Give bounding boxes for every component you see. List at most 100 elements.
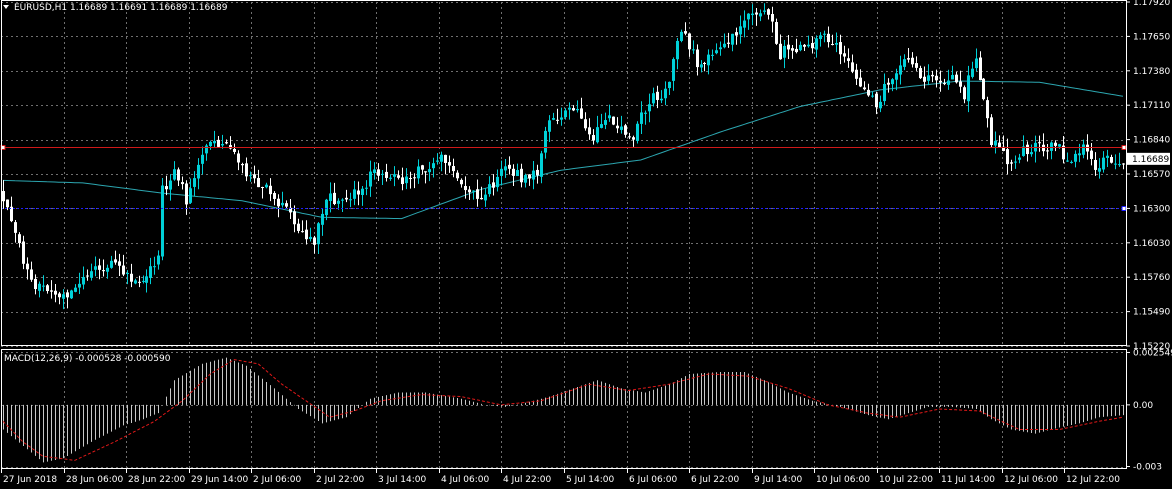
time-tick-label: 6 Jul 06:00 <box>629 475 678 485</box>
candle <box>771 6 774 33</box>
candle-body <box>1002 146 1005 151</box>
candle-body <box>118 261 121 266</box>
time-tick-label: 10 Jul 06:00 <box>816 475 870 485</box>
candle-body <box>660 98 663 101</box>
candle <box>795 38 798 54</box>
candle <box>819 32 822 47</box>
candle-body <box>759 13 762 17</box>
candle-body <box>78 283 81 288</box>
candle-body <box>696 49 699 68</box>
candle <box>600 113 603 129</box>
candle <box>624 123 627 138</box>
candle <box>165 175 168 196</box>
candle-body <box>851 62 854 72</box>
time-tick-label: 29 Jun 14:00 <box>191 475 248 485</box>
candle <box>448 155 451 173</box>
candle <box>951 65 954 80</box>
macd-pane[interactable]: 0.002549 0.00 -0.003 MACD(12,26,9) -0.0005… <box>1 348 1172 473</box>
candle-body <box>508 164 511 169</box>
candle-body <box>1090 150 1093 159</box>
price-pane[interactable]: 1.17920 1.17650 1.17380 1.17110 1.16840 1.165… <box>0 0 1170 352</box>
candle-body <box>1106 155 1109 158</box>
candle-body <box>540 153 543 177</box>
candle-body <box>1058 144 1061 147</box>
candle-body <box>285 203 288 207</box>
candle <box>887 78 890 93</box>
candle-body <box>221 143 224 146</box>
candle <box>1050 141 1053 160</box>
candle <box>536 164 539 184</box>
candle <box>532 160 535 190</box>
candle-body <box>313 237 316 245</box>
candle <box>859 69 862 88</box>
candle <box>281 191 284 208</box>
candle <box>656 85 659 109</box>
candle-body <box>94 266 97 270</box>
candle <box>524 173 527 188</box>
candle <box>424 171 427 184</box>
candle <box>456 170 459 181</box>
candle <box>811 36 814 54</box>
candle <box>169 174 172 201</box>
candle-body <box>763 10 766 12</box>
candle-body <box>405 176 408 184</box>
candle <box>608 104 611 122</box>
candle-body <box>548 120 551 132</box>
candle-body <box>345 197 348 200</box>
candle-body <box>1082 144 1085 155</box>
candle-body <box>743 20 746 28</box>
candle-body <box>899 65 902 75</box>
candle <box>715 43 718 55</box>
candle-body <box>644 112 647 114</box>
candle <box>38 281 41 298</box>
candle-body <box>715 50 718 54</box>
candle <box>181 176 184 190</box>
candle <box>321 208 324 236</box>
candle-body <box>201 154 204 164</box>
candle <box>1122 163 1125 170</box>
candle-body <box>1074 153 1077 162</box>
candle <box>317 222 320 254</box>
candle-body <box>157 255 160 265</box>
candle <box>636 121 639 144</box>
candle-body <box>867 89 870 96</box>
candle-body <box>413 177 416 179</box>
candle-body <box>257 177 260 188</box>
candle <box>98 258 101 280</box>
candle-body <box>707 54 710 66</box>
candle-body <box>767 9 770 15</box>
candle-body <box>1078 153 1081 156</box>
candle-body <box>923 76 926 82</box>
candle-body <box>931 74 934 77</box>
candle-body <box>341 199 344 201</box>
candle-body <box>600 124 603 128</box>
candle-body <box>245 163 248 177</box>
candle-body <box>145 276 148 283</box>
candle <box>700 60 703 73</box>
price-tick-label: 1.15760 <box>1133 273 1170 283</box>
candle-body <box>1046 150 1049 152</box>
candle <box>496 169 499 192</box>
candle <box>484 188 487 207</box>
candle-body <box>1018 157 1021 160</box>
candle <box>1098 158 1101 179</box>
candle <box>1094 152 1097 176</box>
candle <box>1070 160 1073 164</box>
candle-body <box>556 119 559 121</box>
candle-body <box>289 207 292 213</box>
price-tick-label: 1.16840 <box>1133 136 1170 146</box>
candle <box>369 160 372 197</box>
candle-body <box>1014 161 1017 163</box>
candle <box>986 96 989 128</box>
candle <box>747 13 750 30</box>
time-tick-label: 12 Jul 22:00 <box>1066 475 1120 485</box>
candle <box>233 143 236 155</box>
candle <box>875 91 878 115</box>
candle <box>512 164 515 187</box>
candle-body <box>903 59 906 67</box>
candle-body <box>309 236 312 239</box>
candle <box>879 95 882 113</box>
candle <box>145 269 148 293</box>
candle <box>432 157 435 178</box>
